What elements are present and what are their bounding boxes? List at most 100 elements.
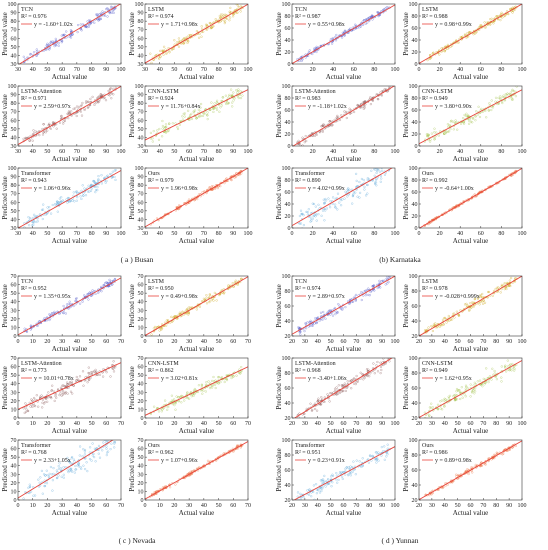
scatter-point (193, 387, 196, 391)
scatter-point (386, 165, 388, 167)
scatter-point (96, 186, 99, 189)
scatter-point (339, 199, 342, 202)
scatter-point (32, 221, 35, 224)
y-axis-label: Predicted value (275, 284, 283, 327)
scatter-point (111, 432, 113, 434)
y-tick-label: 60 (11, 118, 17, 124)
scatter-point (500, 380, 503, 383)
scatter-point (187, 198, 191, 201)
y-axis-label: Predicted value (128, 94, 136, 137)
scatter-point (350, 379, 353, 382)
scatter-point (320, 396, 323, 399)
y-tick-label: 30 (138, 390, 144, 396)
scatter-point (183, 115, 186, 118)
y-tick-label: 60 (412, 386, 418, 392)
scatter-point (325, 207, 328, 210)
scatter-point (465, 36, 468, 39)
scatter-point (158, 127, 161, 131)
panel-caption: ( c ) Nevada (119, 536, 157, 545)
scatter-point (238, 6, 241, 9)
scatter-point (105, 371, 108, 374)
x-tick-label: 60 (103, 421, 109, 427)
scatter-point (377, 168, 380, 170)
scatter-point (497, 102, 500, 105)
x-tick-label: 40 (330, 67, 336, 73)
scatter-point (165, 324, 168, 327)
scatter-point (370, 14, 374, 17)
scatter-point (240, 277, 243, 280)
scatter-point (377, 11, 380, 14)
x-tick-label: 40 (74, 503, 80, 509)
scatter-point (86, 293, 89, 296)
y-tick-label: 30 (11, 308, 17, 314)
scatter-point (38, 213, 42, 216)
x-tick-label: 60 (230, 339, 236, 345)
scatter-point (69, 467, 72, 470)
y-axis-label: Predicted value (275, 176, 283, 219)
scatter-point (209, 108, 212, 111)
scatter-point (76, 24, 80, 27)
scatter-point (68, 461, 71, 464)
scatter-point (463, 113, 466, 117)
scatter-point (488, 102, 491, 105)
scatter-point (362, 178, 365, 182)
scatter-point (508, 284, 511, 287)
scatter-point (236, 95, 239, 98)
scatter-point (110, 11, 114, 14)
x-tick-label: 30 (186, 339, 192, 345)
y-tick-label: 80 (138, 101, 144, 107)
scatter-point (361, 457, 364, 460)
scatter-point (52, 40, 55, 43)
scatter-point (383, 173, 387, 176)
scatter-point (447, 125, 450, 128)
scatter-point (60, 196, 63, 199)
scatter-point (483, 383, 486, 386)
scatter-point (382, 363, 385, 367)
scatter-point (297, 326, 300, 329)
scatter-point (65, 303, 69, 306)
scatter-point (483, 462, 486, 466)
scatter-point (113, 366, 117, 369)
x-tick-label: 80 (493, 339, 499, 345)
scatter-point (195, 116, 199, 120)
scatter-point (70, 470, 73, 473)
x-axis-label: Actual value (52, 237, 88, 245)
y-tick-label: 60 (285, 190, 291, 196)
scatter-point (62, 476, 65, 479)
y-tick-label: 50 (138, 127, 144, 133)
y-tick-label: 20 (285, 132, 291, 138)
scatter-point (448, 124, 451, 127)
x-tick-label: 90 (506, 339, 512, 345)
y-tick-label: 90 (138, 11, 144, 17)
scatter-point (380, 160, 382, 162)
y-tick-label: 40 (285, 202, 291, 208)
x-tick-label: 50 (455, 421, 461, 427)
x-tick-label: 20 (44, 503, 50, 509)
scatter-point (51, 479, 54, 482)
y-tick-label: 80 (412, 289, 418, 295)
scatter-point (86, 381, 89, 384)
scatter-point (321, 481, 324, 485)
scatter-point (299, 222, 303, 225)
scatter-point (336, 393, 339, 396)
scatter-point (355, 172, 358, 175)
scatter-point (380, 177, 383, 180)
plot-frame (418, 3, 523, 65)
scatter-point (170, 315, 173, 318)
y-tick-label: 100 (409, 166, 418, 172)
scatter-point (75, 297, 78, 300)
x-tick-label: 80 (366, 421, 372, 427)
scatter-point (504, 366, 507, 369)
scatter-point (324, 209, 327, 212)
y-tick-label: 30 (11, 390, 17, 396)
plot-frame (418, 85, 523, 147)
scatter-point (25, 330, 29, 333)
scatter-point (75, 105, 79, 108)
y-tick-label: 80 (412, 178, 418, 184)
scatter-point (298, 214, 301, 218)
scatter-point (52, 467, 55, 470)
x-tick-label: 70 (245, 503, 251, 509)
fit-equation: y = 0.49+0.98x (161, 294, 198, 300)
fit-line (18, 277, 121, 336)
model-name: Transformer (295, 170, 325, 177)
